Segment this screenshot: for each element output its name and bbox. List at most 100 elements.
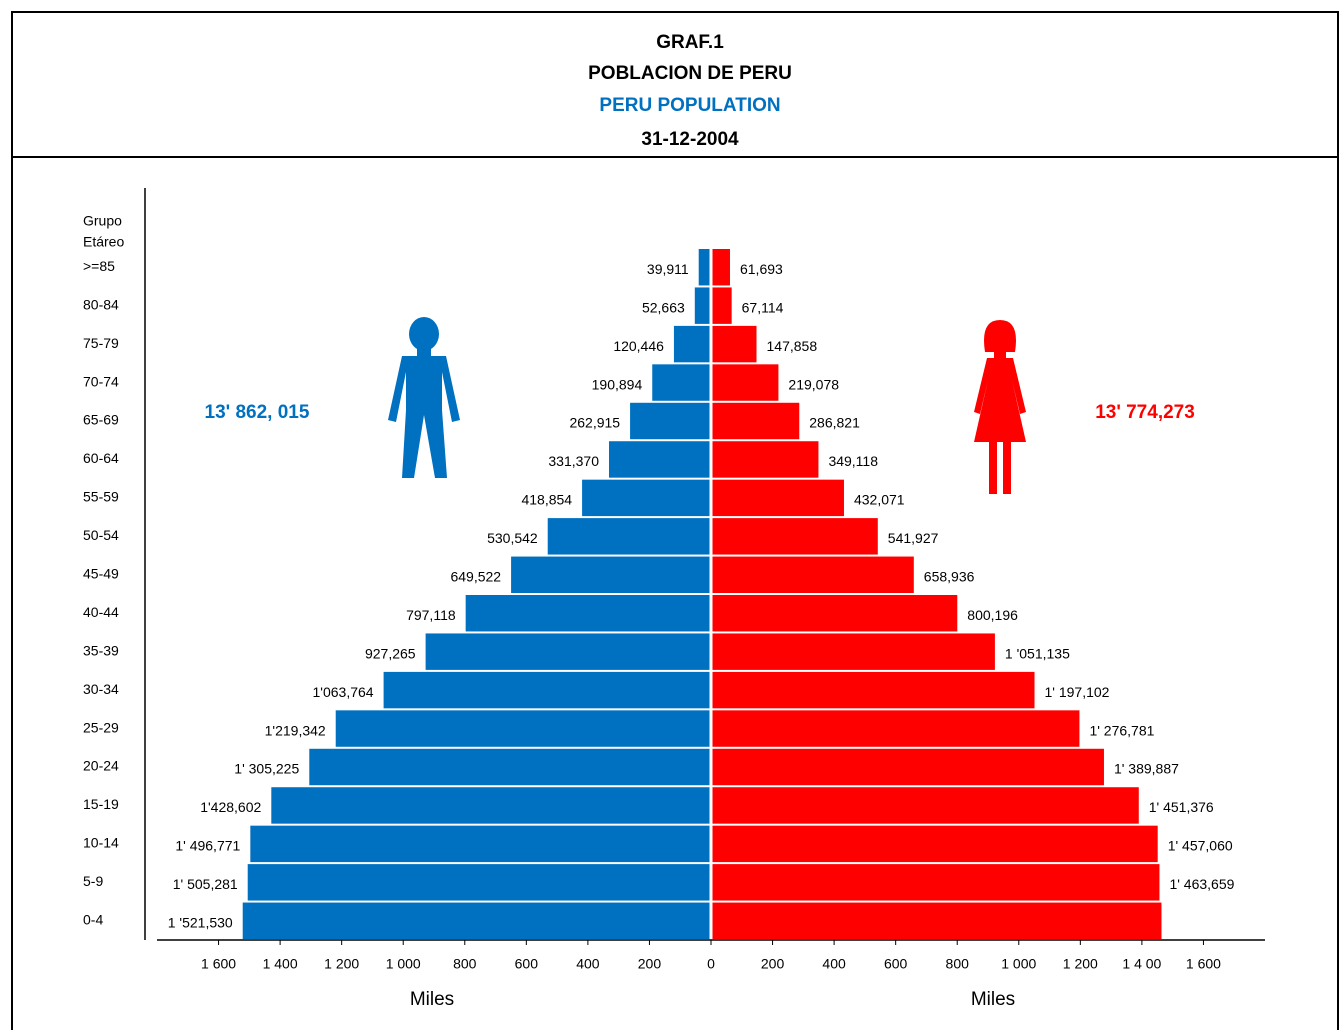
bar: [582, 479, 710, 517]
bar: [271, 787, 710, 824]
value-label: 658,936: [924, 568, 975, 584]
x-tick-label: 600: [515, 956, 539, 972]
value-label: 797,118: [406, 607, 456, 623]
y-tick-label: 15-19: [83, 796, 119, 812]
value-label: 190,894: [592, 376, 643, 392]
value-label: 1'428,602: [200, 799, 261, 815]
value-label: 649,522: [450, 568, 501, 584]
bar: [465, 595, 710, 632]
value-label: 120,446: [613, 338, 664, 354]
x-tick-label: 600: [884, 956, 908, 972]
y-label: Grupo: [83, 213, 122, 229]
bar: [712, 902, 1162, 939]
bar: [609, 441, 710, 478]
value-label: 800,196: [967, 607, 1018, 623]
x-tick-label: 1 4 00: [1122, 956, 1161, 972]
value-label: 1' 305,225: [234, 761, 299, 777]
value-label: 262,915: [569, 415, 620, 431]
value-label: 1'219,342: [265, 722, 326, 738]
x-tick-label: 1 200: [324, 956, 359, 972]
value-label: 1' 463,659: [1169, 876, 1234, 892]
y-tick-label: 75-79: [83, 335, 119, 351]
y-tick-label: 20-24: [83, 758, 119, 774]
total-label: 13' 774,273: [1095, 402, 1195, 423]
x-tick-label: 1 000: [386, 956, 421, 972]
bar: [712, 556, 914, 593]
header-line: 31-12-2004: [641, 129, 739, 150]
x-label: Miles: [971, 989, 1015, 1010]
female-icon: [974, 320, 1026, 494]
y-tick-label: 50-54: [83, 527, 119, 543]
y-tick-label: 45-49: [83, 565, 119, 581]
x-tick-label: 1 000: [1001, 956, 1036, 972]
bar: [547, 518, 710, 555]
frame: [11, 11, 1339, 1030]
x-tick-label: 200: [638, 956, 662, 972]
value-label: 1' 496,771: [175, 838, 240, 854]
bar: [712, 402, 800, 440]
x-tick-label: 1 200: [1063, 956, 1098, 972]
value-label: 219,078: [788, 376, 839, 392]
y-tick-label: 40-44: [83, 604, 119, 620]
x-tick-label: 1 600: [1186, 956, 1221, 972]
bar: [712, 710, 1080, 747]
bar: [712, 249, 730, 286]
x-label: Miles: [410, 989, 454, 1010]
value-label: 61,693: [740, 261, 783, 277]
y-label: Etáreo: [83, 234, 124, 250]
value-label: 67,114: [742, 299, 784, 315]
bar: [694, 287, 710, 324]
value-label: 1' 451,376: [1149, 799, 1214, 815]
bar: [712, 364, 779, 401]
value-label: 1' 457,060: [1168, 838, 1233, 854]
bar: [309, 748, 710, 786]
y-tick-label: 55-59: [83, 489, 119, 505]
y-tick-label: 10-14: [83, 835, 119, 851]
value-label: 1' 389,887: [1114, 761, 1179, 777]
bar: [335, 710, 710, 747]
x-tick-label: 800: [946, 956, 970, 972]
bar: [712, 825, 1158, 863]
value-label: 1 '051,135: [1005, 645, 1070, 661]
bar: [630, 402, 710, 440]
y-tick-label: 60-64: [83, 450, 119, 466]
y-tick-label: 70-74: [83, 373, 119, 389]
bar: [250, 825, 710, 863]
x-tick-label: 400: [822, 956, 846, 972]
y-tick-label: 5-9: [83, 873, 103, 889]
bar: [698, 249, 710, 286]
bar: [247, 864, 710, 901]
x-tick-label: 1 600: [201, 956, 236, 972]
x-tick-label: 200: [761, 956, 785, 972]
value-label: 530,542: [487, 530, 538, 546]
y-tick-label: 30-34: [83, 681, 119, 697]
x-tick-label: 0: [707, 956, 715, 972]
bar: [712, 864, 1160, 901]
value-label: 147,858: [767, 338, 818, 354]
x-tick-label: 800: [453, 956, 477, 972]
value-label: 349,118: [828, 453, 878, 469]
bar: [712, 748, 1104, 786]
value-label: 1' 276,781: [1089, 722, 1154, 738]
y-tick-label: 35-39: [83, 642, 119, 658]
value-label: 1' 505,281: [173, 876, 238, 892]
bar: [712, 441, 819, 478]
bar: [712, 787, 1139, 824]
value-label: 286,821: [809, 415, 860, 431]
y-tick-label: 80-84: [83, 296, 119, 312]
total-label: 13' 862, 015: [205, 402, 310, 423]
bar: [425, 633, 710, 670]
bar: [712, 479, 844, 517]
x-tick-label: 400: [576, 956, 600, 972]
bar: [712, 518, 878, 555]
bar: [383, 671, 710, 709]
bar: [511, 556, 710, 593]
bar: [712, 287, 732, 324]
header-line: PERU POPULATION: [599, 95, 780, 116]
bar: [673, 325, 710, 363]
value-label: 1'063,764: [313, 684, 374, 700]
bar: [652, 364, 710, 401]
value-label: 331,370: [548, 453, 599, 469]
x-tick-label: 1 400: [263, 956, 298, 972]
